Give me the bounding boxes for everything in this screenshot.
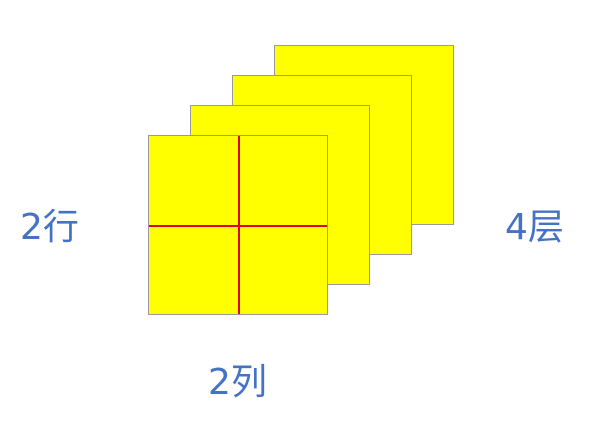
front-layer [148,135,328,315]
row-divider-line [149,225,327,227]
rows-label: 2行 [20,207,79,248]
columns-label: 2列 [208,362,267,403]
layers-label: 4层 [505,207,564,248]
